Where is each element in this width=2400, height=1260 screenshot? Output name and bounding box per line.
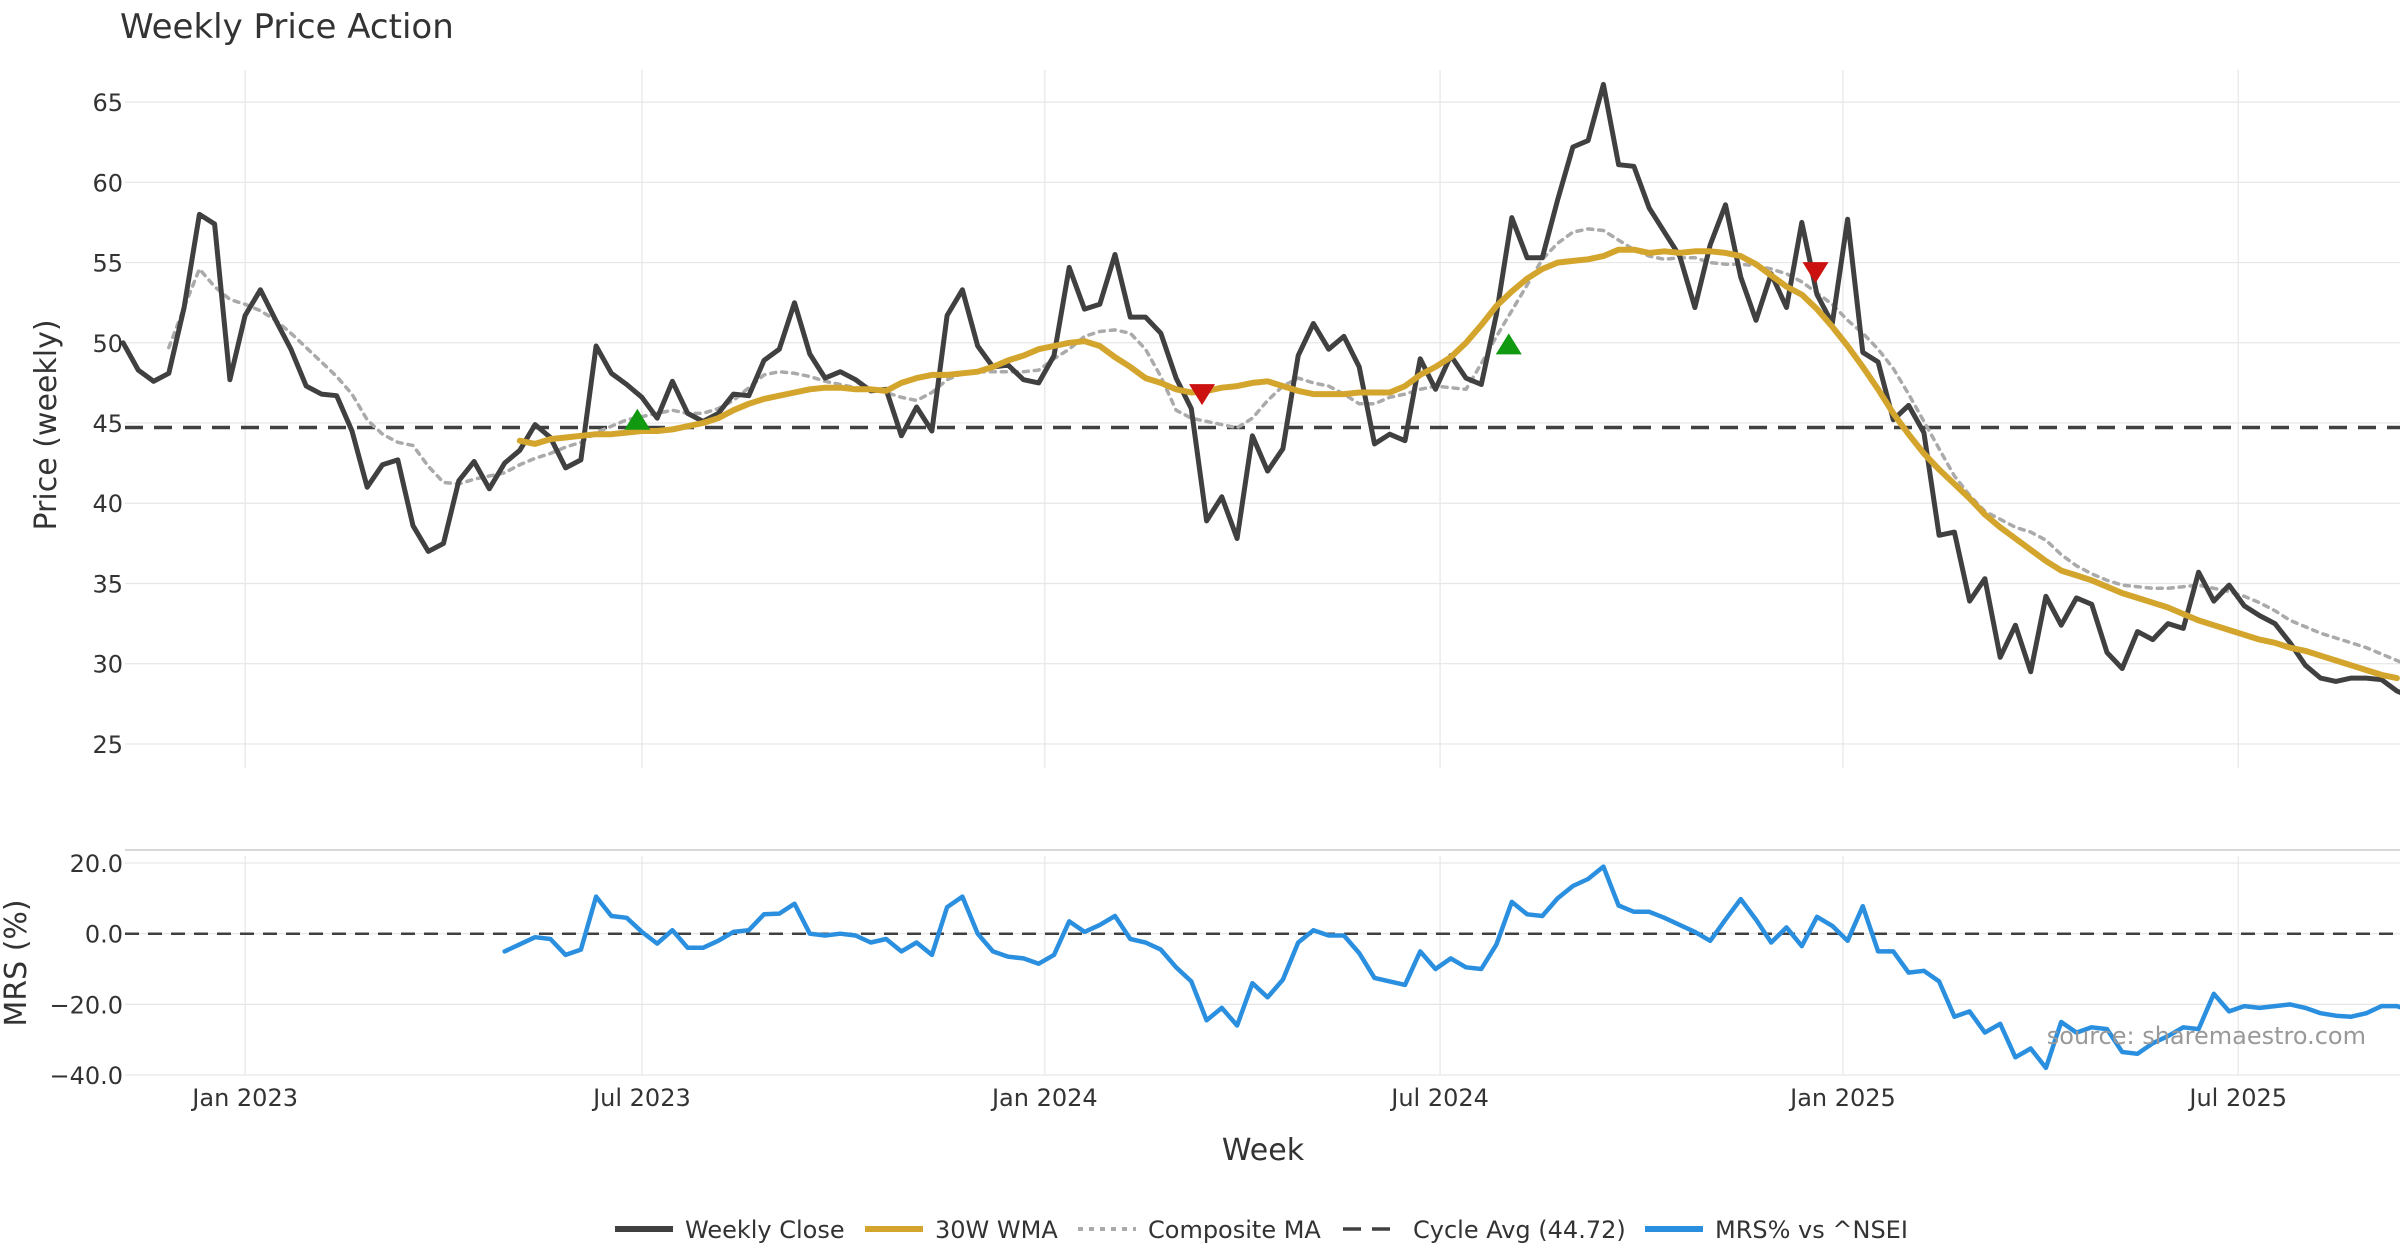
price-y-tick-label: 40 [92,490,123,518]
x-tick-label: Jul 2025 [2187,1084,2287,1112]
sell-signal-marker [1189,384,1216,406]
price-y-tick-label: 65 [92,89,123,117]
x-ticks: Jan 2023 Jul 2023 Jan 2024 Jul 2024 Jan 2025… [190,1084,2287,1112]
mrs-y-tick-label: −40.0 [49,1062,123,1090]
price-y-tick-label: 30 [92,651,123,679]
sell-signal-marker [1802,262,1829,284]
legend-item: 30W WMA [865,1216,1058,1244]
series-30w-wma [516,246,2400,682]
series-composite-ma [167,227,2400,664]
chart-title: Weekly Price Action [120,7,454,47]
price-y-tick-label: 60 [92,169,123,197]
price-series [120,81,2400,696]
x-tick-label: Jan 2024 [990,1084,1098,1112]
legend-label: Composite MA [1148,1216,1321,1244]
legend-item: MRS% vs ^NSEI [1645,1216,1908,1244]
mrs-series [502,864,2400,1071]
legend-label: MRS% vs ^NSEI [1715,1216,1908,1244]
legend-label: 30W WMA [935,1216,1058,1244]
price-y-axis-title: Price (weekly) [29,319,64,530]
price-gridlines [125,70,2400,768]
price-y-tick-label: 55 [92,250,123,278]
series-mrs-vs-nsei [502,864,2400,1071]
x-axis-title: Week [1222,1133,1305,1168]
source-note: source: sharemaestro.com [2047,1022,2366,1050]
series-weekly-close [120,81,2400,696]
mrs-y-tick-label: 0.0 [85,921,123,949]
legend-item: Composite MA [1078,1216,1321,1244]
price-y-tick-label: 50 [92,330,123,358]
price-y-tick-label: 35 [92,570,123,598]
price-y-tick-label: 25 [92,731,123,759]
mrs-y-axis-title: MRS (%) [0,899,34,1026]
buy-signal-marker [624,408,651,430]
mrs-y-ticks: 20.0 0.0 −20.0 −40.0 [49,850,123,1090]
price-y-ticks: 25 30 35 40 45 50 55 60 65 [92,89,123,759]
legend-label: Weekly Close [685,1216,845,1244]
mrs-y-tick-label: 20.0 [70,850,123,878]
buy-signal-marker [1495,333,1522,355]
legend: Weekly Close 30W WMA Composite MA Cycle Avg… [615,1216,1908,1244]
price-y-tick-label: 45 [92,410,123,438]
x-tick-label: Jan 2023 [190,1084,298,1112]
x-tick-label: Jul 2023 [591,1084,691,1112]
signal-markers [624,262,1829,430]
legend-label: Cycle Avg (44.72) [1413,1216,1626,1244]
mrs-y-tick-label: −20.0 [49,991,123,1019]
legend-item: Weekly Close [615,1216,845,1244]
x-tick-label: Jul 2024 [1389,1084,1489,1112]
x-tick-label: Jan 2025 [1788,1084,1896,1112]
legend-item: Cycle Avg (44.72) [1343,1216,1626,1244]
mrs-gridlines [125,856,2400,1076]
